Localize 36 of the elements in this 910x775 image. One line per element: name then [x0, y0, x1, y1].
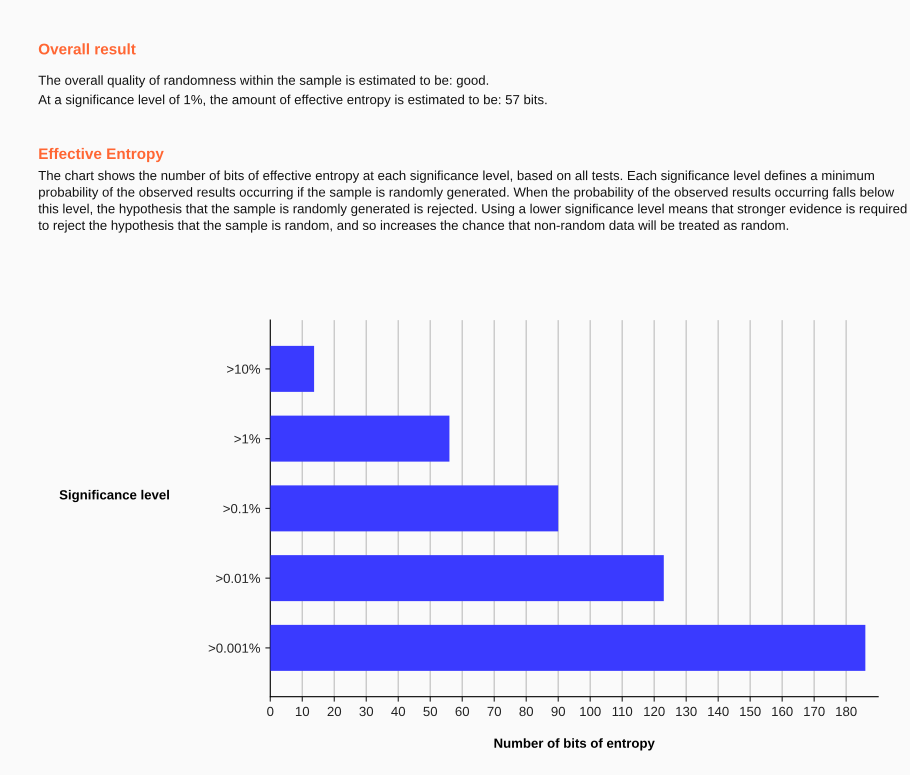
text: Overall result [38, 43, 136, 54]
x-axis-title: Number of bits of entropy [494, 738, 655, 750]
x-tick-label: 60 [456, 706, 470, 716]
chart-subtitle: The chart shows the number of bits of effective entropy at each significance level, based on all tests. Each significance level defines a minimum probability of the observed results occurring if the sample is randomly generated. When the probability of the observed results occurring falls below this level, the hypothesis that the sample is randomly generated is rejected. Using a lower significance level means that stronger evidence is required to reject the hypothesis that the sample is random, and so increases the chance that non-random data will be treated as random. [38, 170, 906, 233]
x-tick-label: 110 [612, 706, 632, 716]
x-tick-label: 100 [580, 706, 601, 716]
y-axis-title: Significance level [60, 490, 169, 502]
x-tick-label: 130 [676, 706, 697, 716]
bar [270, 485, 558, 532]
x-tick-label: 170 [804, 706, 825, 716]
x-tick-label: 80 [519, 706, 534, 716]
x-tick-label: 150 [740, 706, 761, 716]
text: At a significance level of 1%, the amount of effective entropy is estimated to be: 57 bits. [38, 94, 547, 107]
bar [270, 555, 664, 602]
text: Effective Entropy [39, 148, 164, 162]
x-tick-label: 0 [267, 706, 274, 716]
x-tick-label: 120 [644, 706, 665, 716]
y-tick-label: >0.001% [208, 643, 260, 653]
text: The overall quality of randomness within the sample is estimated to be: good. [38, 75, 488, 88]
bar [270, 346, 314, 392]
y-tick-label: >0.01% [216, 574, 260, 584]
y-tick-label: >10% [227, 364, 260, 374]
bar [270, 624, 866, 671]
x-tick-label: 50 [423, 706, 438, 716]
x-tick-label: 90 [551, 706, 566, 716]
x-tick-label: 180 [836, 706, 857, 716]
x-tick-label: 10 [296, 706, 310, 716]
x-tick-label: 40 [391, 706, 406, 716]
x-tick-label: 140 [708, 706, 729, 716]
y-tick-label: >0.1% [223, 504, 260, 514]
x-tick-label: 20 [328, 706, 342, 716]
bar [270, 416, 450, 462]
x-tick-label: 30 [359, 706, 374, 716]
x-tick-label: 160 [772, 706, 793, 716]
x-tick-label: 70 [488, 706, 502, 716]
y-tick-label: >1% [234, 434, 260, 444]
